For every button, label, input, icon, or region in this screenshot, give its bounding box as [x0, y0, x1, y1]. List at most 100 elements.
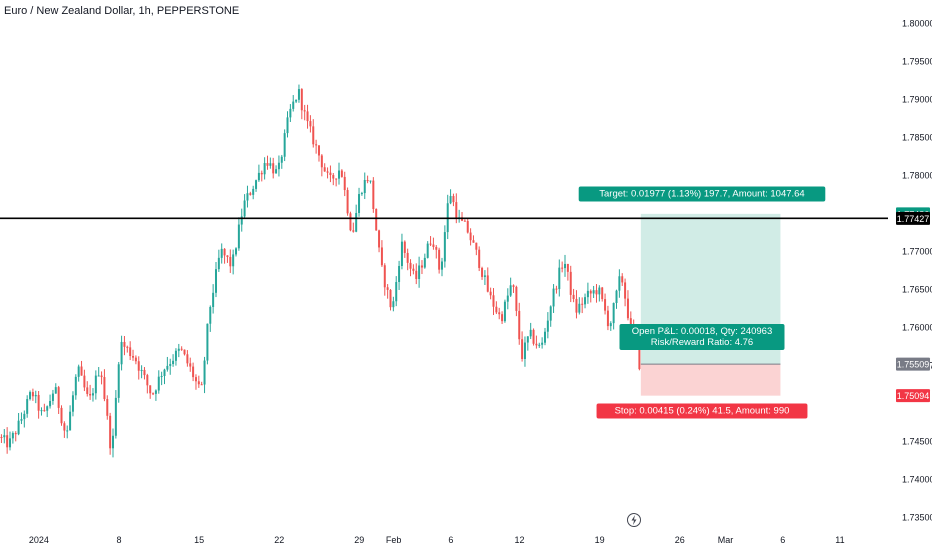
candle-body [166, 365, 169, 370]
candle-body [226, 255, 229, 257]
candle-body [372, 180, 375, 210]
candle-body [503, 301, 506, 322]
candle-body [249, 193, 252, 195]
candle-body [6, 435, 9, 448]
candles-layer [0, 84, 644, 458]
candle-body [9, 438, 12, 448]
lightning-icon-glyph [631, 515, 637, 525]
candle-body [478, 249, 481, 268]
time-tick-label: 29 [354, 535, 364, 545]
candle-body [395, 281, 398, 302]
candle-body [375, 209, 378, 231]
candle-body [180, 348, 183, 350]
candle-body [315, 144, 318, 146]
candle-body [572, 294, 575, 299]
candle-body [383, 265, 386, 288]
candle-body [335, 178, 338, 180]
candle-body [403, 241, 406, 253]
candle-body [240, 216, 243, 225]
candle-body [452, 196, 455, 203]
candle-body [197, 381, 200, 385]
candle-body [412, 268, 415, 271]
candle-body [295, 99, 298, 102]
candle-body [340, 170, 343, 177]
candle-body [435, 247, 438, 250]
candle-body [498, 312, 501, 315]
time-tick-label: 11 [835, 535, 844, 545]
candle-body [629, 318, 632, 325]
candle-body [589, 290, 592, 294]
candle-body [3, 435, 6, 438]
candle-body [509, 285, 512, 296]
candle-body [152, 393, 155, 395]
candle-body [31, 392, 34, 397]
candle-body [123, 341, 126, 347]
candle-body [601, 287, 604, 300]
candle-body [192, 366, 195, 378]
stop-label-text: Stop: 0.00415 (0.24%) 41.5, Amount: 990 [615, 406, 790, 417]
target-label-text: Target: 0.01977 (1.13%) 197.7, Amount: 1… [599, 189, 804, 200]
candle-body [469, 232, 472, 241]
chart-title: Euro / New Zealand Dollar, 1h, PEPPERSTO… [4, 5, 240, 17]
candle-body [17, 420, 20, 435]
candle-body [621, 276, 624, 283]
candle-body [117, 364, 120, 398]
candle-body [252, 188, 255, 195]
candle-body [561, 267, 564, 269]
candle-body [581, 303, 584, 305]
candle-body [592, 290, 595, 294]
candle-body [40, 410, 43, 412]
candle-body [346, 190, 349, 214]
candle-body [409, 262, 412, 269]
candle-body [363, 180, 366, 194]
candle-body [543, 331, 546, 343]
candle-body [549, 306, 552, 321]
candle-body [555, 288, 558, 290]
candle-body [323, 167, 326, 172]
price-axis[interactable]: 1.735001.740001.745001.755271.760001.765… [902, 18, 932, 522]
candle-body [103, 377, 106, 400]
candle-body [358, 194, 361, 213]
candle-body [220, 248, 223, 258]
price-badge [896, 357, 930, 371]
time-axis[interactable]: 2024 8 15 22 29 Feb 6 12 19 26 Mar 6 11 [29, 535, 845, 545]
candle-body [200, 384, 203, 386]
price-tick-label: 1.76500 [902, 284, 932, 294]
candle-body [586, 290, 589, 298]
candle-body [255, 180, 258, 189]
candle-body [575, 298, 578, 313]
candle-body [23, 413, 26, 420]
candle-body [37, 394, 40, 411]
candle-body [129, 347, 132, 357]
candle-body [46, 406, 49, 411]
candle-body [91, 393, 94, 396]
stop-zone[interactable] [640, 364, 781, 396]
time-tick-label: Feb [386, 535, 402, 545]
candle-body [77, 366, 80, 377]
candle-body [11, 433, 14, 439]
candle-body [558, 267, 561, 290]
candle-body [94, 375, 97, 394]
candle-body [332, 175, 335, 179]
price-tick-label: 1.79000 [902, 94, 932, 104]
candle-body [212, 292, 215, 308]
candle-body [163, 369, 166, 377]
candle-body [132, 356, 135, 358]
candle-body [495, 306, 498, 313]
price-tick-label: 1.78500 [902, 132, 932, 142]
time-tick-label: 12 [515, 535, 525, 545]
long-position-tool[interactable] [640, 213, 781, 396]
candle-body [338, 170, 341, 179]
price-tick-label: 1.76000 [902, 322, 932, 332]
candle-body [269, 163, 272, 166]
price-badge-label: 1.75509 [897, 360, 930, 370]
candle-body [483, 275, 486, 277]
candle-body [14, 433, 17, 435]
candle-body [606, 310, 609, 327]
lightning-icon[interactable] [627, 513, 641, 527]
candle-body [54, 387, 57, 394]
candle-body [429, 243, 432, 245]
candle-body [194, 377, 197, 382]
